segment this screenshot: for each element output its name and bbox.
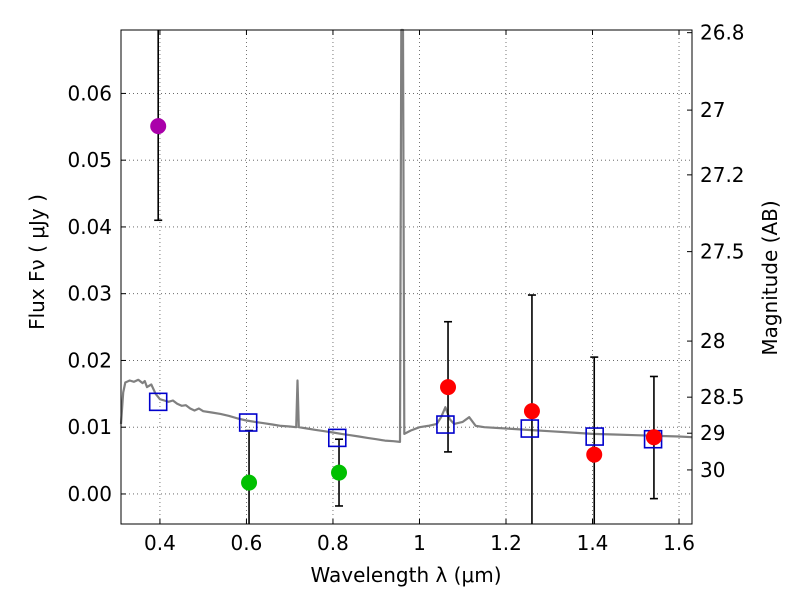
x-tick-label: 0.6 [231, 531, 263, 555]
mag-tick-label: 30 [700, 458, 725, 482]
observed-flux-point [523, 403, 540, 420]
y-axis-flux: 0.00 0.01 0.02 0.03 0.04 0.05 0.06 [67, 81, 126, 506]
model-photometry-box [327, 428, 347, 448]
x-tick-label: 1 [413, 531, 426, 555]
mag-tick-label: 28.5 [700, 385, 745, 409]
y-axis-magnitude: 26.8 27 27.2 27.5 28 28.5 29 30 [687, 21, 745, 482]
observed-flux-point [586, 446, 603, 463]
x-tick-label: 0.8 [317, 531, 349, 555]
observed-flux-point [645, 429, 662, 446]
x-tick-label: 1.4 [577, 531, 609, 555]
x-tick-label: 0.4 [144, 531, 176, 555]
y-tick-label: 0.00 [67, 482, 112, 506]
model-photometry-box [148, 392, 168, 412]
plot-frame [120, 29, 693, 525]
observed-flux-point [241, 474, 258, 491]
model-photometry-box [520, 419, 540, 438]
x-tick-label: 1.6 [663, 531, 695, 555]
x-axis: 0.4 0.6 0.8 1 1.2 1.4 1.6 [144, 30, 695, 555]
mag-tick-label: 27.2 [700, 163, 745, 187]
mag-tick-label: 27.5 [700, 240, 745, 264]
mag-tick-label: 26.8 [700, 21, 745, 45]
mag-tick-label: 27 [700, 98, 725, 122]
observed-flux-point [440, 379, 457, 396]
mag-tick-label: 28 [700, 329, 725, 353]
template-layer [119, 28, 693, 443]
y-tick-label: 0.05 [67, 148, 112, 172]
y-tick-label: 0.06 [67, 81, 112, 105]
y-tick-label: 0.04 [67, 215, 112, 239]
x-axis-label: Wavelength λ (μm) [310, 563, 501, 587]
y-tick-label: 0.02 [67, 348, 112, 372]
model-photometry-box [238, 413, 258, 432]
y-axis-label: Flux Fν ( μJy ) [25, 194, 49, 330]
model-photometry-box [436, 415, 455, 434]
observed-flux-point [150, 118, 167, 135]
y2-axis-label: Magnitude (AB) [758, 200, 782, 355]
observed-flux-point [331, 464, 348, 481]
mag-tick-label: 29 [700, 421, 725, 445]
model-photometry-box [585, 427, 604, 446]
y-tick-label: 0.01 [67, 415, 112, 439]
y-tick-label: 0.03 [67, 282, 112, 306]
x-tick-label: 1.2 [490, 531, 522, 555]
template-spectrum-line [119, 28, 693, 443]
point-layer [150, 118, 662, 491]
